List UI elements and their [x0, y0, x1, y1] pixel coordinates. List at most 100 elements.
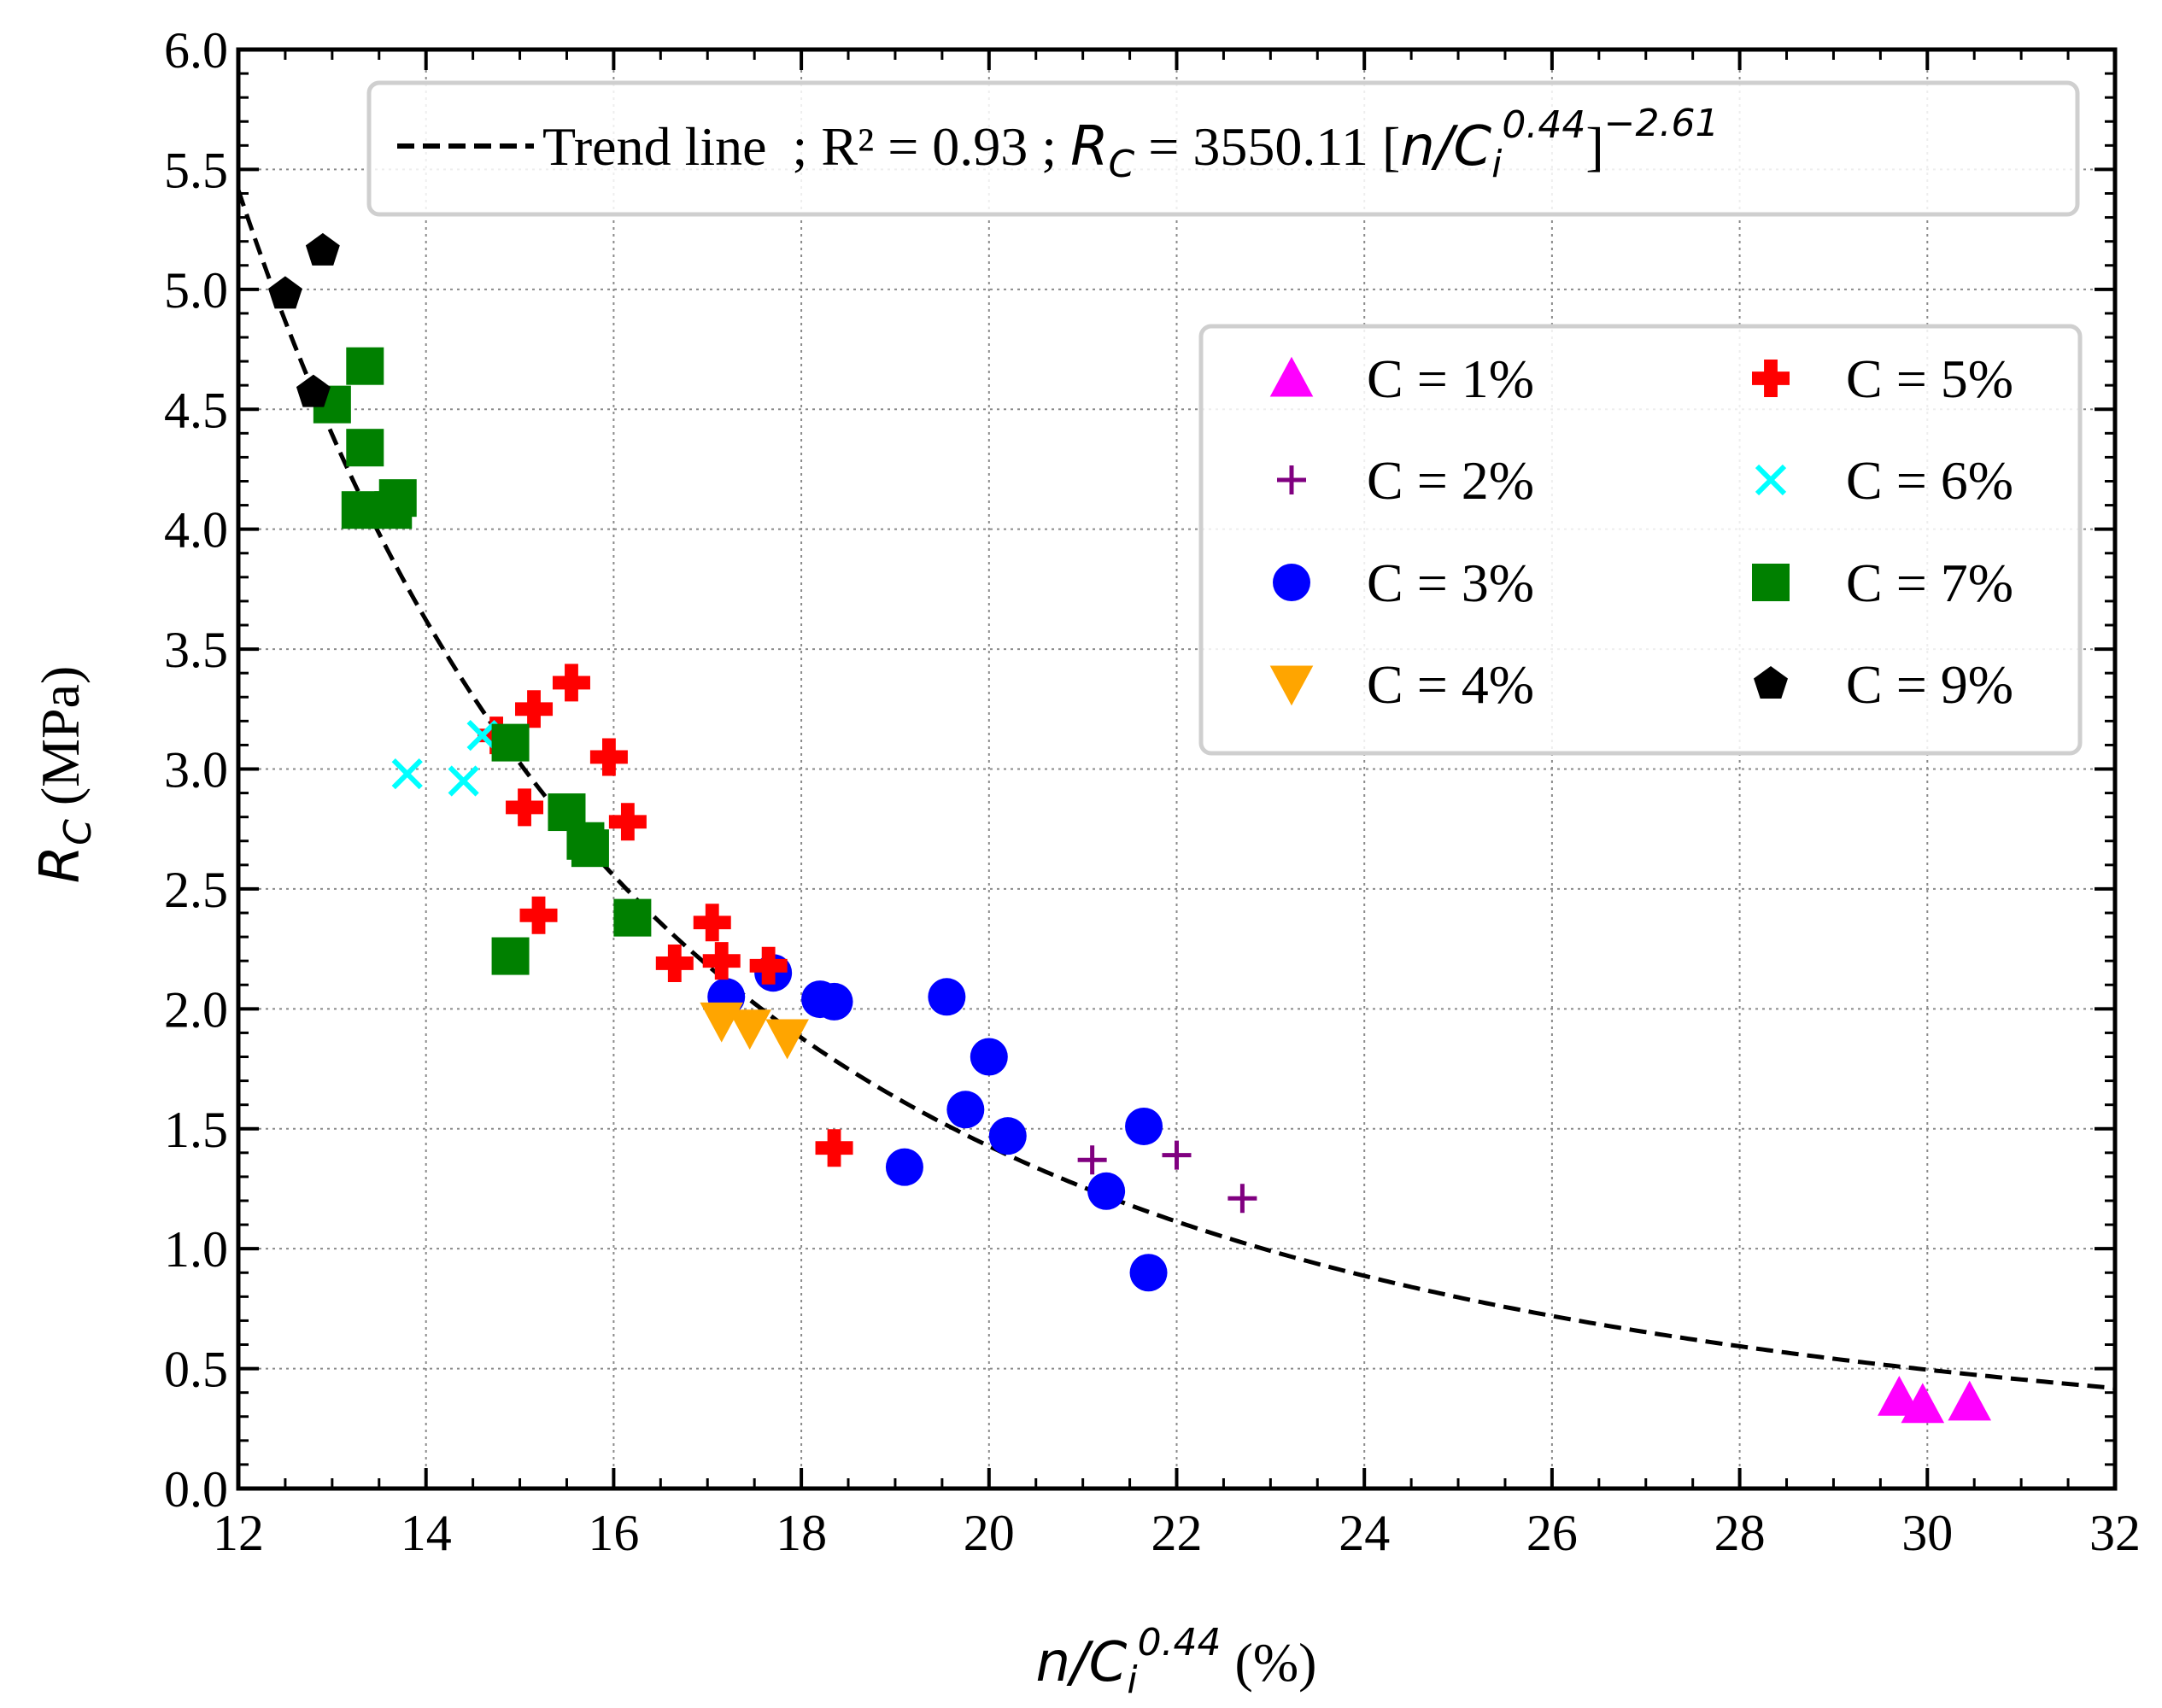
y-tick-label: 1.0 — [164, 1221, 228, 1278]
x-tick-label: 22 — [1151, 1505, 1203, 1561]
y-tick-label: 5.5 — [164, 142, 228, 198]
trend-legend: Trend line ; R² = 0.93 ; RC = 3550.11 [n/… — [366, 80, 2080, 217]
data-point — [1878, 1375, 1921, 1416]
y-tick-label: 5.0 — [164, 262, 228, 319]
legend-label: C = 6% — [1846, 450, 2013, 511]
data-point — [1125, 1107, 1163, 1145]
data-point — [448, 765, 479, 797]
data-point — [515, 690, 554, 728]
legend-entry: C = 3% — [1273, 553, 1534, 613]
trend-r2: ; R² = 0.93 ; — [793, 116, 1071, 177]
data-point — [378, 479, 417, 518]
x-tick-label: 26 — [1526, 1505, 1578, 1561]
data-point — [613, 898, 652, 937]
legend-label: C = 9% — [1846, 654, 2013, 715]
legend-label: C = 4% — [1367, 654, 1534, 715]
data-point — [815, 1129, 853, 1167]
y-tick-label: 0.5 — [164, 1342, 228, 1398]
legend-entry: C = 9% — [1754, 654, 2013, 715]
data-point — [988, 1117, 1027, 1155]
series-legend-box — [1198, 324, 2083, 756]
y-tick-label: 3.5 — [164, 622, 228, 678]
y-axis-title-unit: (MPa) — [30, 666, 91, 820]
legend-marker — [1752, 564, 1790, 601]
x-tick-label: 16 — [588, 1505, 639, 1561]
data-point — [1227, 1184, 1257, 1214]
legend-label: C = 1% — [1367, 348, 1534, 409]
y-tick-label: 0.0 — [164, 1461, 228, 1518]
legend-entry: C = 4% — [1269, 654, 1534, 715]
y-tick-label: 2.0 — [164, 981, 228, 1038]
series-1-points — [1878, 1375, 1992, 1424]
data-point — [655, 944, 694, 982]
legend-entry: C = 1% — [1269, 348, 1534, 409]
legend-items: C = 1% C = 2% C = 3% C = 4% C = 5% C = 6% C = … — [1269, 348, 2013, 715]
tick-labels: 12 14 16 18 20 22 24 26 28 30 32 0.0 0.5 1.0 1.5 2.0 2.5… — [164, 22, 2141, 1561]
data-point — [1901, 1383, 1945, 1424]
data-point — [552, 664, 590, 702]
data-point — [765, 1019, 809, 1060]
y-tick-label: 4.0 — [164, 502, 228, 559]
legend-label: C = 7% — [1846, 553, 2013, 613]
data-point — [296, 374, 331, 407]
data-point — [589, 738, 628, 776]
y-tick-label: 6.0 — [164, 22, 228, 79]
trend-eq-mid: = 3550.11 [ — [1134, 116, 1400, 177]
y-tick-label: 1.5 — [164, 1102, 228, 1158]
legend-marker — [1755, 464, 1787, 496]
trend-eq-var: n/C — [1400, 115, 1491, 178]
data-point — [885, 1148, 923, 1186]
series-6-points — [391, 720, 498, 797]
data-point — [1162, 1140, 1192, 1170]
trend-label: Trend line — [542, 116, 767, 177]
legend-label: C = 5% — [1846, 348, 2013, 409]
x-axis-title-sub: i — [1127, 1658, 1138, 1702]
legend-entry: C = 6% — [1755, 450, 2013, 511]
trend-eq-var-sub: i — [1491, 143, 1503, 186]
data-point — [1087, 1172, 1126, 1210]
legend-marker — [1269, 665, 1314, 706]
series-2-points — [1077, 1140, 1257, 1214]
data-point — [305, 232, 340, 266]
legend-label: C = 3% — [1367, 553, 1534, 613]
trend-eq-close: ] — [1585, 116, 1603, 177]
data-point — [571, 829, 609, 868]
x-tick-label: 28 — [1714, 1505, 1766, 1561]
legend-marker — [1269, 356, 1314, 397]
x-axis-title-base: n/C — [1036, 1631, 1128, 1694]
data-point — [506, 788, 544, 827]
legend-label: C = 2% — [1367, 450, 1534, 511]
data-point — [702, 942, 741, 980]
x-tick-label: 12 — [213, 1505, 264, 1561]
x-tick-label: 14 — [401, 1505, 452, 1561]
trend-eq-lhs-sub: C — [1109, 143, 1135, 186]
legend-marker — [1277, 465, 1306, 494]
y-axis-title-base: R — [29, 845, 92, 883]
x-tick-label: 20 — [964, 1505, 1015, 1561]
x-axis-title: n/Ci0.44 (%) — [1036, 1621, 1317, 1702]
grid-lines — [238, 50, 2115, 1489]
y-tick-label: 2.5 — [164, 862, 228, 918]
axis-ticks — [237, 48, 2117, 1490]
data-point — [749, 946, 788, 985]
legend-marker — [1754, 666, 1788, 699]
data-point — [519, 896, 558, 934]
trend-legend-text: Trend line ; R² = 0.93 ; RC = 3550.11 [n/… — [542, 102, 1719, 186]
trend-eq-lhs: R — [1070, 115, 1108, 178]
data-point — [491, 937, 530, 975]
data-point — [1077, 1145, 1107, 1175]
series-legend: C = 1% C = 2% C = 3% C = 4% C = 5% C = 6% C = … — [1198, 324, 2083, 756]
data-point — [341, 491, 379, 529]
data-point — [728, 1009, 771, 1050]
data-point — [928, 978, 966, 1016]
data-point — [1948, 1380, 1992, 1421]
legend-entry: C = 2% — [1277, 450, 1534, 511]
data-point — [815, 982, 853, 1021]
data-point — [346, 429, 384, 467]
data-point — [391, 757, 423, 790]
trend-legend-box — [366, 80, 2080, 217]
data-point — [268, 276, 302, 309]
data-point — [346, 347, 384, 385]
data-point — [491, 723, 530, 762]
